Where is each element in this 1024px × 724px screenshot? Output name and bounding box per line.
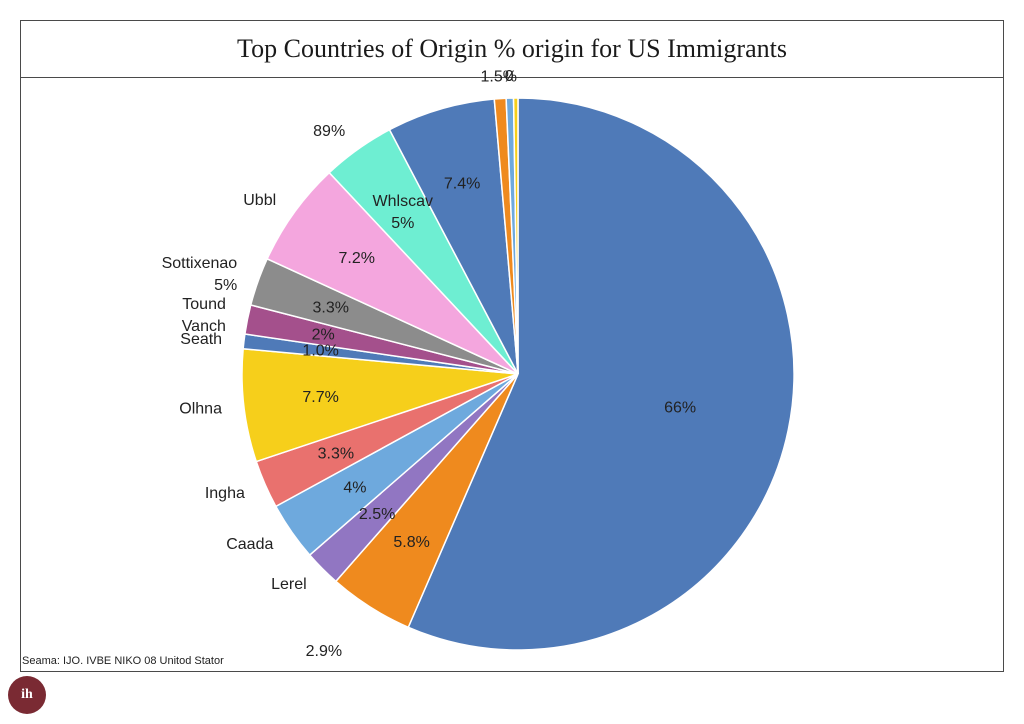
slice-value-label: 66% xyxy=(664,400,696,417)
pie-slice xyxy=(241,347,519,463)
slice-category-label: Caada xyxy=(226,536,273,553)
slice-category-label: 1.5% xyxy=(481,69,517,86)
slice-category-label: Lerel xyxy=(271,576,307,593)
chart-title: Top Countries of Origin % origin for US … xyxy=(237,34,787,63)
slice-value-label: 7.7% xyxy=(302,389,338,406)
slice-value-label: 4% xyxy=(343,479,366,496)
source-note: Seama: IJO. IVBE NIKO 08 Unitod Stator xyxy=(22,655,224,667)
slice-value-label: 2% xyxy=(312,327,335,344)
slice-category-label: Tound xyxy=(182,296,226,313)
slice-category-label: Ingha xyxy=(205,485,245,502)
title-bar: Top Countries of Origin % origin for US … xyxy=(21,21,1003,78)
brand-logo: ih xyxy=(8,676,46,714)
slice-category-label: Seath xyxy=(180,331,222,348)
slice-category-label: Ubbl xyxy=(243,192,276,209)
slice-value-label: 7.4% xyxy=(444,175,480,192)
slice-value-label: 2.5% xyxy=(359,506,395,523)
slice-category-label: 89% xyxy=(313,123,345,140)
slice-category-label: 0 xyxy=(505,68,514,85)
slice-value-label: 7.2% xyxy=(338,250,374,267)
pie-slice xyxy=(407,97,795,651)
pie-labels: 66% 5.8% 2.9% 2.5% Lerel 4% Caada 3.3% Ingha 7.7%… xyxy=(162,68,697,660)
slice-value-label: 5.8% xyxy=(393,534,429,551)
slice-value-label: Whlscav xyxy=(373,193,433,210)
slice-category-label: 5% xyxy=(214,277,237,294)
pie-slice xyxy=(512,97,519,375)
slice-category-label: Sottixenao xyxy=(162,255,238,272)
slice-value-label: 3.3% xyxy=(318,445,354,462)
slice-category-label: Vanch xyxy=(182,318,226,335)
slice-value-label: 1.0% xyxy=(302,343,338,360)
slice-outside-value-label: 2.9% xyxy=(306,643,342,660)
slice-value-label: 5% xyxy=(391,215,414,232)
slice-value-label: 3.3% xyxy=(313,299,349,316)
slice-category-label: Olhna xyxy=(179,400,222,417)
pie-slices xyxy=(241,97,795,651)
